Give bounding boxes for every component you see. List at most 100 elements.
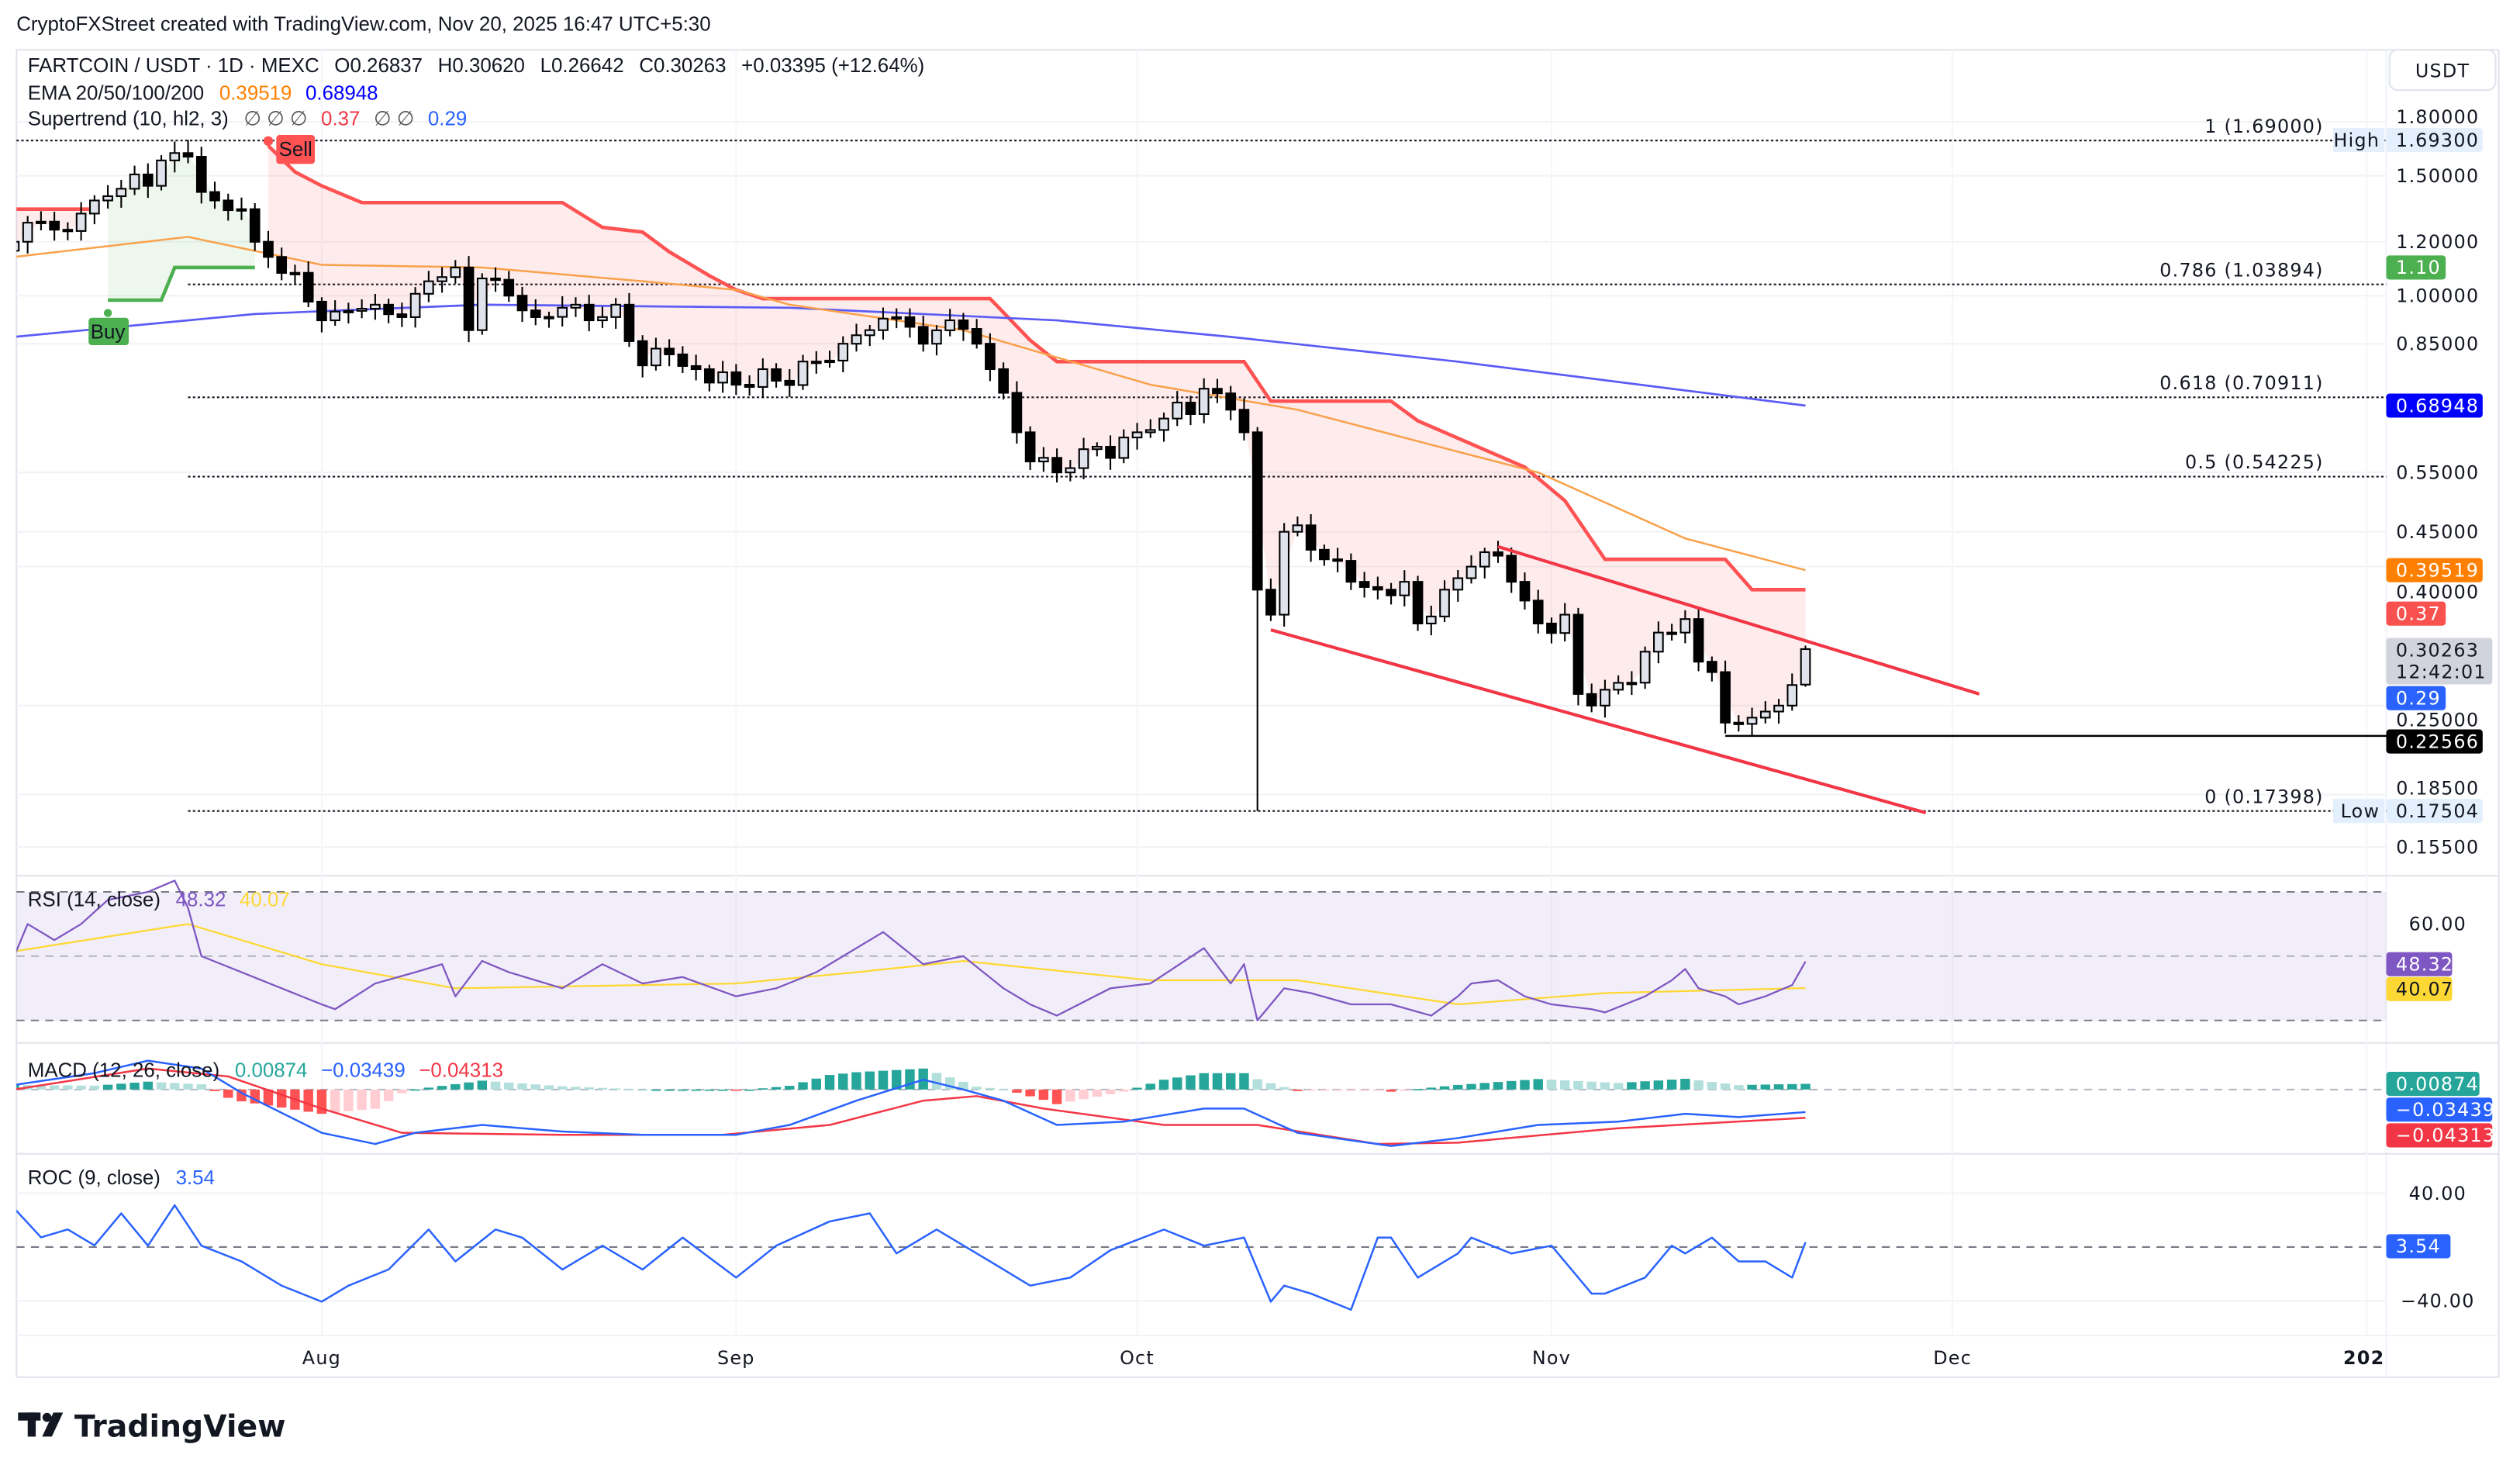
candle[interactable]	[1051, 448, 1062, 483]
candle[interactable]	[516, 286, 528, 323]
candle[interactable]	[797, 354, 809, 390]
candle[interactable]	[450, 260, 461, 284]
candle[interactable]	[182, 140, 194, 164]
candle[interactable]	[223, 193, 234, 221]
candle[interactable]	[1452, 569, 1464, 602]
legend-ema-row[interactable]: EMA 20/50/100/200 0.39519 0.68948	[28, 82, 378, 104]
candle[interactable]	[1493, 541, 1503, 563]
candle[interactable]	[1572, 607, 1584, 706]
candle[interactable]	[10, 230, 20, 257]
candle[interactable]	[944, 309, 956, 337]
candle[interactable]	[437, 267, 447, 293]
candle[interactable]	[1144, 419, 1156, 438]
candle[interactable]	[1626, 671, 1638, 695]
currency-button-frame[interactable]	[2388, 49, 2497, 92]
candle[interactable]	[356, 299, 368, 319]
candle[interactable]	[810, 351, 822, 374]
candle[interactable]	[370, 293, 381, 320]
candle[interactable]	[249, 202, 261, 251]
candle[interactable]	[784, 368, 796, 397]
candle[interactable]	[1131, 423, 1143, 450]
candle[interactable]	[1559, 603, 1571, 642]
candle[interactable]	[637, 335, 648, 378]
candle[interactable]	[610, 298, 622, 329]
candle[interactable]	[530, 299, 541, 326]
candle[interactable]	[1386, 582, 1396, 605]
candle[interactable]	[116, 180, 127, 208]
candle[interactable]	[102, 185, 113, 209]
candle[interactable]	[1733, 715, 1745, 732]
price-pane[interactable]	[10, 140, 2387, 814]
candle[interactable]	[463, 256, 475, 343]
candle[interactable]	[1105, 435, 1116, 470]
candle[interactable]	[1345, 553, 1357, 590]
candle[interactable]	[476, 273, 488, 335]
candle[interactable]	[1065, 460, 1076, 482]
candle[interactable]	[423, 271, 434, 302]
candle[interactable]	[837, 336, 849, 372]
candle[interactable]	[1479, 548, 1490, 579]
candle[interactable]	[1720, 660, 1731, 734]
candle[interactable]	[330, 300, 340, 327]
candle[interactable]	[557, 295, 568, 327]
candle[interactable]	[878, 307, 889, 340]
candle[interactable]	[1078, 437, 1089, 479]
candle[interactable]	[1091, 442, 1103, 457]
candle[interactable]	[22, 216, 33, 254]
candle[interactable]	[1305, 514, 1317, 562]
legend-rsi-row[interactable]: RSI (14, close) 48.32 40.07	[28, 890, 290, 911]
candle[interactable]	[704, 365, 715, 392]
candle[interactable]	[1639, 646, 1651, 689]
candle[interactable]	[156, 155, 167, 191]
candle[interactable]	[1439, 580, 1450, 623]
candle[interactable]	[1024, 426, 1036, 470]
candle[interactable]	[583, 295, 595, 332]
candle[interactable]	[1238, 398, 1250, 441]
candle[interactable]	[1506, 548, 1517, 593]
candle[interactable]	[1746, 707, 1758, 736]
candle[interactable]	[75, 202, 87, 241]
candle[interactable]	[1038, 447, 1049, 472]
currency-button[interactable]: USDT	[2388, 49, 2497, 92]
candle[interactable]	[730, 364, 742, 396]
candle[interactable]	[1759, 701, 1771, 724]
candle[interactable]	[129, 165, 140, 195]
candle[interactable]	[302, 261, 314, 307]
candle[interactable]	[891, 308, 903, 329]
candle[interactable]	[36, 211, 47, 230]
candle[interactable]	[1212, 378, 1223, 403]
candle[interactable]	[1773, 699, 1784, 724]
candle[interactable]	[1613, 675, 1624, 695]
candle[interactable]	[1693, 607, 1704, 672]
candle[interactable]	[1600, 679, 1610, 718]
candle[interactable]	[931, 325, 942, 356]
candle[interactable]	[503, 271, 515, 302]
candle[interactable]	[1372, 576, 1383, 600]
legend-supertrend-row[interactable]: Supertrend (10, hl2, 3) ∅ ∅ ∅ 0.37 ∅ ∅ 0…	[28, 109, 468, 130]
candle[interactable]	[343, 302, 354, 323]
currency-label[interactable]: USDT	[2415, 60, 2470, 81]
candle[interactable]	[1172, 391, 1183, 427]
candle[interactable]	[1279, 523, 1290, 627]
candle[interactable]	[904, 308, 916, 338]
candle[interactable]	[1118, 429, 1130, 464]
candle[interactable]	[1319, 544, 1330, 566]
candle[interactable]	[276, 247, 288, 281]
candle[interactable]	[1519, 572, 1531, 610]
candle[interactable]	[316, 297, 327, 333]
candle[interactable]	[544, 311, 554, 328]
candle[interactable]	[49, 212, 60, 241]
candle[interactable]	[1198, 378, 1210, 423]
candle[interactable]	[1425, 605, 1437, 636]
candle[interactable]	[998, 362, 1009, 400]
candle[interactable]	[1158, 412, 1169, 442]
price-axis[interactable]: Aug Sep Oct Nov Dec 202 1.80000 1.50000 1.20000 1…	[302, 106, 2496, 1369]
candle[interactable]	[289, 264, 301, 285]
candle[interactable]	[1412, 575, 1424, 631]
candle[interactable]	[1265, 579, 1276, 621]
candle[interactable]	[623, 292, 635, 347]
candle[interactable]	[89, 195, 100, 225]
rsi-pane[interactable]	[14, 879, 2387, 1021]
candle[interactable]	[757, 358, 768, 399]
